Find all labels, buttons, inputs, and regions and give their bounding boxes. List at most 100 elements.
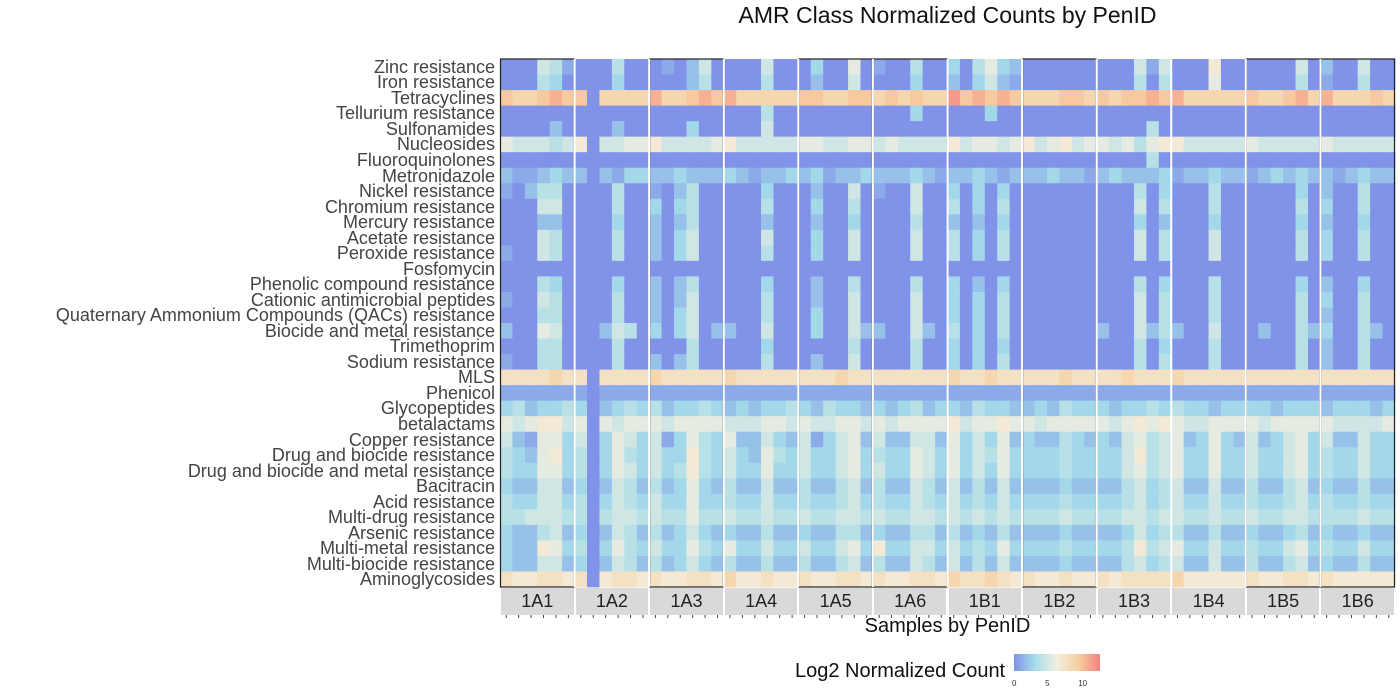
heatmap-cell: [1208, 90, 1222, 106]
heatmap-cell: [736, 214, 750, 231]
heatmap-cell: [686, 323, 700, 339]
heatmap-cell: [910, 400, 924, 417]
heatmap-cell: [984, 152, 998, 169]
heatmap-cell: [860, 136, 874, 153]
heatmap-cell: [661, 447, 675, 464]
legend-tick-label: 10: [1078, 679, 1088, 688]
heatmap-cell: [1295, 245, 1309, 262]
heatmap-cell: [1071, 276, 1085, 293]
heatmap-cell: [1196, 462, 1209, 479]
heatmap-cell: [587, 524, 600, 541]
heatmap-cell: [1096, 59, 1110, 75]
heatmap-cell: [959, 400, 973, 417]
heatmap-cell: [935, 260, 948, 277]
heatmap-cell: [549, 59, 563, 75]
heatmap-cell: [1133, 214, 1147, 231]
heatmap-cell: [574, 447, 588, 464]
heatmap-cell: [798, 121, 812, 138]
heatmap-cell: [935, 276, 948, 293]
heatmap-cell: [686, 260, 700, 277]
heatmap-cell: [773, 509, 787, 526]
heatmap-cell: [1307, 540, 1321, 557]
heatmap-cell: [1084, 276, 1098, 293]
heatmap-cell: [599, 478, 613, 495]
heatmap-cell: [835, 198, 849, 215]
heatmap-cell: [686, 74, 700, 91]
heatmap-cell: [1146, 354, 1160, 370]
heatmap-cell: [1071, 571, 1085, 588]
heatmap-cell: [935, 229, 948, 246]
heatmap-cell: [1233, 416, 1247, 433]
heatmap-cell: [537, 447, 551, 464]
heatmap-cell: [897, 121, 911, 138]
heatmap-cell: [935, 74, 948, 91]
heatmap-cell: [1307, 416, 1321, 433]
heatmap-cell: [1220, 462, 1234, 479]
heatmap-cell: [500, 167, 513, 184]
heatmap-cell: [549, 121, 563, 138]
heatmap-cell: [922, 400, 936, 417]
heatmap-cell: [897, 509, 911, 526]
heatmap-cell: [574, 183, 588, 200]
heatmap-cell: [1295, 571, 1309, 588]
heatmap-cell: [636, 369, 650, 386]
heatmap-cell: [1096, 90, 1110, 106]
heatmap-cell: [810, 229, 824, 246]
heatmap-cell: [1270, 152, 1284, 169]
heatmap-cell: [1022, 509, 1035, 526]
heatmap-cell: [686, 431, 700, 448]
heatmap-cell: [524, 198, 538, 215]
heatmap-cell: [1208, 540, 1222, 557]
heatmap-cell: [997, 260, 1011, 277]
heatmap-cell: [1320, 307, 1334, 324]
heatmap-cell: [922, 74, 936, 91]
heatmap-cell: [997, 198, 1011, 215]
heatmap-cell: [1158, 229, 1172, 246]
heatmap-cell: [1146, 307, 1160, 324]
heatmap-cell: [1071, 229, 1085, 246]
heatmap-cell: [1233, 385, 1247, 402]
heatmap-cell: [848, 121, 861, 138]
heatmap-cell: [500, 152, 513, 169]
heatmap-cell: [1009, 245, 1023, 262]
heatmap-cell: [1146, 524, 1160, 541]
y-tick-label: Iron resistance: [376, 72, 495, 93]
heatmap-cell: [1022, 307, 1035, 324]
heatmap-cell: [512, 214, 526, 231]
heatmap-cell: [1320, 260, 1334, 277]
heatmap-cell: [997, 291, 1011, 308]
heatmap-cell: [984, 509, 998, 526]
heatmap-cell: [785, 462, 799, 479]
heatmap-cell: [698, 416, 712, 433]
heatmap-cell: [1022, 447, 1035, 464]
heatmap-cell: [698, 571, 712, 588]
heatmap-cell: [562, 245, 575, 262]
heatmap-cell: [848, 509, 861, 526]
heatmap-cell: [636, 183, 650, 200]
heatmap-cell: [1258, 323, 1272, 339]
heatmap-cell: [1370, 555, 1383, 572]
heatmap-cell: [736, 183, 750, 200]
heatmap-cell: [984, 167, 998, 184]
heatmap-cell: [872, 291, 886, 308]
heatmap-cell: [798, 105, 812, 122]
heatmap-cell: [574, 509, 588, 526]
heatmap-cell: [636, 323, 650, 339]
heatmap-cell: [1034, 571, 1048, 588]
heatmap-cell: [1146, 214, 1160, 231]
heatmap-cell: [761, 167, 774, 184]
heatmap-cell: [972, 59, 986, 75]
heatmap-cell: [562, 74, 575, 91]
heatmap-cell: [810, 493, 824, 510]
heatmap-cell: [860, 493, 874, 510]
heatmap-cell: [500, 260, 513, 277]
heatmap-cell: [1370, 493, 1383, 510]
heatmap-cell: [611, 260, 625, 277]
heatmap-cell: [674, 509, 687, 526]
heatmap-cell: [574, 245, 588, 262]
heatmap-cell: [798, 59, 812, 75]
heatmap-cell: [1283, 416, 1296, 433]
heatmap-cell: [1196, 524, 1209, 541]
heatmap-cell: [624, 90, 638, 106]
heatmap-cell: [500, 416, 513, 433]
